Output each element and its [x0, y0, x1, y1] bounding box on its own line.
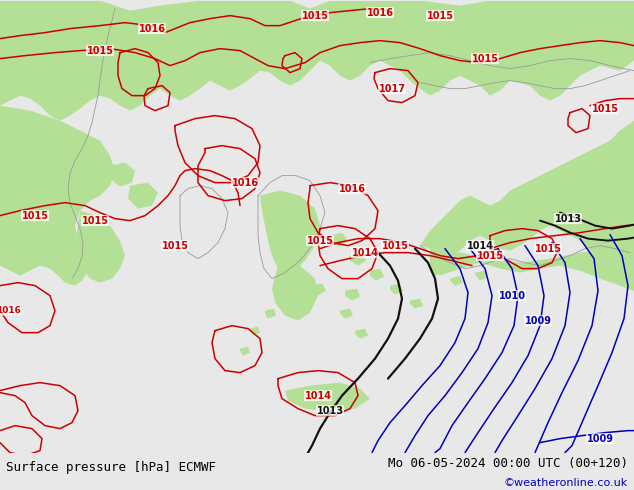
Text: 1015: 1015	[534, 244, 562, 254]
Polygon shape	[345, 289, 360, 301]
Polygon shape	[250, 327, 260, 336]
Text: 1015: 1015	[86, 46, 113, 56]
Text: 1015: 1015	[302, 11, 328, 21]
Polygon shape	[0, 0, 634, 121]
Text: 1015: 1015	[427, 11, 453, 21]
Polygon shape	[430, 266, 443, 275]
Text: 1015: 1015	[477, 250, 503, 261]
Polygon shape	[475, 270, 488, 281]
Polygon shape	[420, 0, 634, 291]
Polygon shape	[128, 183, 158, 209]
Text: 1015: 1015	[592, 103, 619, 114]
Polygon shape	[272, 261, 318, 320]
Text: 1013: 1013	[555, 214, 581, 223]
Text: 1009: 1009	[586, 434, 614, 443]
Polygon shape	[340, 309, 353, 318]
Text: 1015: 1015	[472, 53, 498, 64]
Text: 1014: 1014	[467, 241, 493, 250]
Text: 1014: 1014	[351, 247, 378, 258]
Text: 1013: 1013	[316, 406, 344, 416]
Text: 1015: 1015	[22, 211, 48, 220]
Polygon shape	[260, 191, 320, 275]
Polygon shape	[410, 298, 423, 309]
Text: 1016: 1016	[138, 24, 165, 34]
Polygon shape	[450, 275, 463, 286]
Polygon shape	[370, 269, 384, 281]
Text: 1015: 1015	[306, 236, 333, 245]
Polygon shape	[430, 245, 634, 291]
Polygon shape	[330, 233, 348, 246]
Polygon shape	[240, 346, 250, 356]
Text: 1015: 1015	[162, 241, 188, 250]
Text: ©weatheronline.co.uk: ©weatheronline.co.uk	[503, 478, 628, 488]
Text: 1016: 1016	[366, 8, 394, 18]
Text: 1015: 1015	[382, 241, 408, 250]
Polygon shape	[110, 163, 135, 187]
Text: Surface pressure [hPa] ECMWF: Surface pressure [hPa] ECMWF	[6, 462, 216, 474]
Text: 1010: 1010	[498, 291, 526, 301]
Polygon shape	[310, 284, 326, 295]
Polygon shape	[0, 106, 115, 286]
Text: 1017: 1017	[378, 84, 406, 94]
Text: 1016: 1016	[231, 178, 259, 188]
Polygon shape	[285, 383, 370, 413]
Polygon shape	[350, 253, 366, 266]
Polygon shape	[355, 329, 368, 339]
Polygon shape	[265, 309, 276, 318]
Text: 1014: 1014	[304, 391, 332, 401]
Text: 1016: 1016	[0, 306, 20, 315]
Text: 1009: 1009	[524, 316, 552, 326]
Polygon shape	[390, 284, 403, 294]
Text: 1016: 1016	[339, 184, 365, 194]
Polygon shape	[76, 211, 125, 283]
Text: 1015: 1015	[82, 216, 108, 225]
Text: Mo 06-05-2024 00:00 UTC (00+120): Mo 06-05-2024 00:00 UTC (00+120)	[387, 457, 628, 470]
